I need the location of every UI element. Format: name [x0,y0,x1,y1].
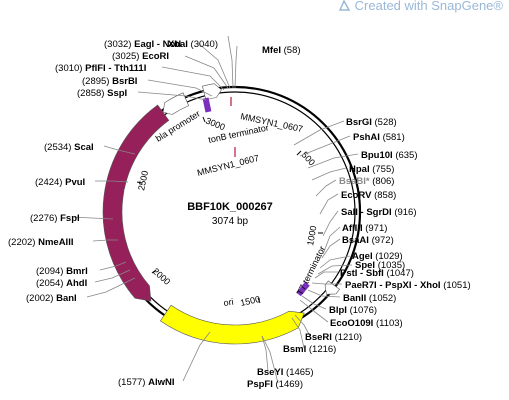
tonb-terminator-feature[interactable] [202,83,222,101]
site-label[interactable]: BsaBI* (806) [339,176,394,187]
plasmid-name: BBF10K_000267 [187,201,273,213]
site-label[interactable]: SalI - SgrDI (916) [341,207,417,218]
primer-bind-mark-right [296,281,310,297]
primer-bind-mark-top [202,97,212,113]
tick-label-1000: 1000 [305,225,318,246]
site-label[interactable]: (2094) BmrI [36,266,88,277]
site-label[interactable]: PshAI (581) [353,132,405,143]
watermark-text: Created with SnapGene® [354,0,503,13]
site-label[interactable]: BlpI (1076) [329,305,377,316]
bla-label: bla [122,179,135,194]
site-label[interactable]: Bpu10I (635) [361,150,418,161]
site-label[interactable]: (2424) PvuI [35,177,85,188]
site-label[interactable]: XbaI (3040) [168,39,218,50]
site-label[interactable]: (2895) BsrBI [82,76,137,87]
site-label[interactable]: (2202) NmeAIII [8,237,73,248]
snapgene-watermark: Created with SnapGene® [338,0,503,13]
site-label[interactable]: (2002) BanI [26,293,77,304]
site-leader-lines [71,35,359,384]
ori-feature-arrow[interactable] [159,304,305,345]
site-label[interactable]: EcoRV (858) [341,190,396,201]
site-label[interactable]: SpeI (1035) [355,260,405,271]
snapgene-logo-icon [338,0,350,11]
site-label[interactable]: (1577) AlwNI [118,377,175,388]
site-label[interactable]: BseRI (1210) [305,332,362,343]
site-label[interactable]: PaeR7I - PspXI - XhoI (1051) [345,280,471,291]
plasmid-size: 3074 bp [212,216,249,227]
tick-label-2000: 2000 [151,266,173,287]
site-label[interactable]: (2276) FspI [30,213,80,224]
site-label[interactable]: (3025) EcoRI [112,51,169,62]
site-label[interactable]: HpaI (755) [349,164,394,175]
tick-marks [136,116,323,304]
site-label[interactable]: (2534) ScaI [44,142,94,153]
site-label[interactable]: BsaAI (972) [342,235,394,246]
site-label[interactable]: BanII (1052) [343,293,396,304]
site-label[interactable]: PspFI (1469) [247,379,303,390]
site-label[interactable]: PstI - SbfI (1047) [340,268,414,279]
site-label[interactable]: AflIII (971) [342,223,387,234]
site-label[interactable]: (2054) AhdI [36,278,87,289]
site-label[interactable]: EcoO109I (1103) [330,318,403,329]
site-label[interactable]: (2858) SspI [77,88,127,99]
tick-label-1500: 1500 [239,294,261,308]
bla-feature-arrow[interactable] [102,104,170,302]
mmsyn-inner-label: MMSYN1_0607 [196,153,260,178]
site-label[interactable]: MfeI (58) [262,45,301,56]
site-label[interactable]: AgeI (1029) [352,251,403,262]
site-label[interactable]: BsrGI (528) [346,117,397,128]
site-label[interactable]: (3010) PflFI - Tth111I [55,63,146,74]
tick-label-3000: 3000 [204,116,226,133]
site-label[interactable]: BsmI (1216) [283,344,336,355]
site-label[interactable]: BseYI (1465) [257,367,314,378]
tick-label-2500: 2500 [136,170,150,192]
site-labels: XbaI (3040) MfeI (58) (3032) EagI - NotI… [8,39,471,390]
t7-terminator-label: T7 terminator [295,244,327,296]
site-label[interactable]: (3032) EagI - NotI [104,39,181,50]
bla-promoter-feature[interactable] [162,92,190,115]
ori-label: ori [223,297,234,308]
